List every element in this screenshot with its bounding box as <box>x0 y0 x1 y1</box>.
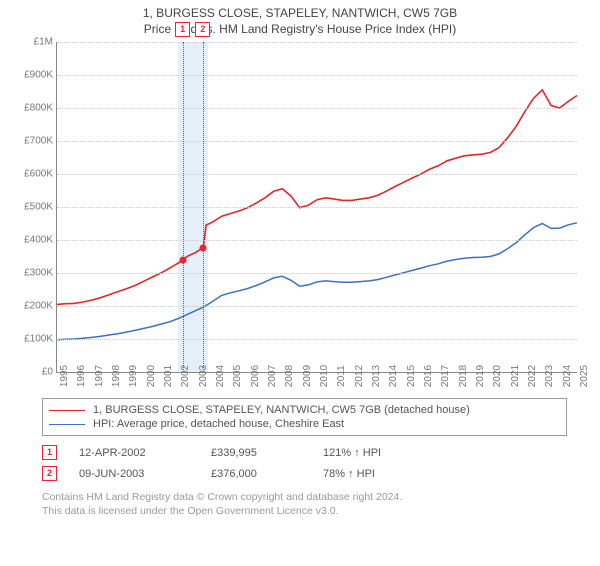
legend: 1, BURGESS CLOSE, STAPELEY, NANTWICH, CW… <box>42 398 567 436</box>
legend-swatch <box>49 410 85 411</box>
x-axis-label: 1996 <box>76 365 87 387</box>
legend-label: 1, BURGESS CLOSE, STAPELEY, NANTWICH, CW… <box>93 404 470 416</box>
sale-date: 09-JUN-2003 <box>79 468 189 480</box>
y-axis-label: £100K <box>24 334 53 345</box>
x-axis-label: 2003 <box>198 365 209 387</box>
sale-price: £339,995 <box>211 447 301 459</box>
title-line-2: Price paid vs. HM Land Registry's House … <box>0 22 600 36</box>
x-axis-label: 2023 <box>544 365 555 387</box>
footer-line-2: This data is licensed under the Open Gov… <box>42 504 567 518</box>
x-axis-label: 2018 <box>458 365 469 387</box>
x-axis-label: 1998 <box>111 365 122 387</box>
y-gridline <box>57 141 577 142</box>
x-axis-label: 2010 <box>319 365 330 387</box>
x-axis-label: 1999 <box>128 365 139 387</box>
y-axis-label: £200K <box>24 301 53 312</box>
x-axis-label: 2014 <box>388 365 399 387</box>
y-axis-label: £0 <box>42 367 53 378</box>
sale-point-marker <box>200 244 207 251</box>
legend-swatch <box>49 424 85 425</box>
x-axis-label: 2008 <box>284 365 295 387</box>
x-axis-label: 1997 <box>94 365 105 387</box>
y-axis-label: £800K <box>24 103 53 114</box>
y-gridline <box>57 339 577 340</box>
sale-hpi: 78% ↑ HPI <box>323 468 413 480</box>
x-axis-label: 2021 <box>510 365 521 387</box>
x-axis-label: 2006 <box>250 365 261 387</box>
footer: Contains HM Land Registry data © Crown c… <box>42 490 567 518</box>
sale-point-marker <box>180 256 187 263</box>
sales-table: 1 12-APR-2002 £339,995 121% ↑ HPI 2 09-JUN-20… <box>42 442 567 484</box>
chart: £0£100K£200K£300K£400K£500K£600K£700K£80… <box>36 42 596 394</box>
y-gridline <box>57 207 577 208</box>
event-marker-box: 2 <box>195 22 210 37</box>
y-gridline <box>57 306 577 307</box>
sale-number-box: 2 <box>42 466 57 481</box>
y-axis-label: £700K <box>24 136 53 147</box>
x-axis-label: 2001 <box>163 365 174 387</box>
x-axis-label: 1995 <box>59 365 70 387</box>
y-axis-label: £600K <box>24 169 53 180</box>
x-axis-label: 2025 <box>579 365 590 387</box>
sale-price: £376,000 <box>211 468 301 480</box>
sale-row: 1 12-APR-2002 £339,995 121% ↑ HPI <box>42 442 567 463</box>
y-gridline <box>57 108 577 109</box>
y-gridline <box>57 42 577 43</box>
legend-row: HPI: Average price, detached house, Ches… <box>49 417 560 431</box>
event-vline <box>183 42 184 372</box>
sale-hpi: 121% ↑ HPI <box>323 447 413 459</box>
x-axis-label: 2015 <box>406 365 417 387</box>
x-axis-label: 2020 <box>492 365 503 387</box>
x-axis-label: 2004 <box>215 365 226 387</box>
footer-line-1: Contains HM Land Registry data © Crown c… <box>42 490 567 504</box>
sale-row: 2 09-JUN-2003 £376,000 78% ↑ HPI <box>42 463 567 484</box>
plot-area: £0£100K£200K£300K£400K£500K£600K£700K£80… <box>56 42 577 373</box>
y-axis-label: £300K <box>24 268 53 279</box>
x-axis-label: 2019 <box>475 365 486 387</box>
sale-number-box: 1 <box>42 445 57 460</box>
x-axis-label: 2022 <box>527 365 538 387</box>
y-axis-label: £900K <box>24 70 53 81</box>
y-gridline <box>57 273 577 274</box>
x-axis-label: 2009 <box>302 365 313 387</box>
event-marker-box: 1 <box>175 22 190 37</box>
legend-label: HPI: Average price, detached house, Ches… <box>93 418 344 430</box>
x-axis-label: 2007 <box>267 365 278 387</box>
x-axis-label: 2017 <box>440 365 451 387</box>
x-axis-label: 2016 <box>423 365 434 387</box>
x-axis-label: 2005 <box>232 365 243 387</box>
x-axis-label: 2011 <box>336 365 347 387</box>
y-axis-label: £1M <box>34 37 53 48</box>
event-vline <box>203 42 204 372</box>
x-axis-label: 2013 <box>371 365 382 387</box>
x-axis-label: 2024 <box>562 365 573 387</box>
sale-date: 12-APR-2002 <box>79 447 189 459</box>
x-axis-label: 2000 <box>146 365 157 387</box>
title-line-1: 1, BURGESS CLOSE, STAPELEY, NANTWICH, CW… <box>0 6 600 20</box>
x-axis-label: 2012 <box>354 365 365 387</box>
y-gridline <box>57 240 577 241</box>
y-axis-label: £500K <box>24 202 53 213</box>
legend-row: 1, BURGESS CLOSE, STAPELEY, NANTWICH, CW… <box>49 403 560 417</box>
y-axis-label: £400K <box>24 235 53 246</box>
y-gridline <box>57 174 577 175</box>
y-gridline <box>57 75 577 76</box>
x-axis-label: 2002 <box>180 365 191 387</box>
